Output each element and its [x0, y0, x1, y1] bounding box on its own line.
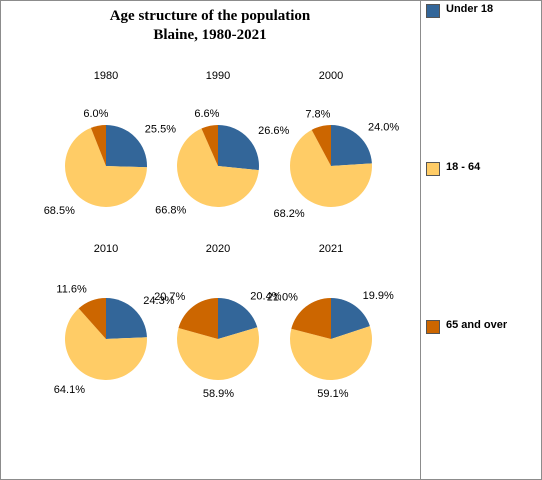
pie-year-label: 1990 [206, 70, 230, 82]
legend-label: 18 - 64 [446, 161, 481, 173]
pie-slice-65-and-over [78, 298, 106, 339]
pie-slice-65-and-over [178, 298, 218, 339]
pie-slice-65-and-over [311, 125, 331, 166]
pie-value-label: 19.9% [363, 290, 394, 302]
legend-label: 65 and over [446, 319, 508, 331]
pie-slice-18-64 [65, 127, 147, 208]
pie-slice-65-and-over [90, 125, 106, 166]
pie-year-label: 1980 [94, 70, 118, 82]
pie-slice-under-18 [218, 125, 259, 171]
pie-value-label: 25.5% [145, 123, 176, 135]
pie-value-label: 64.1% [54, 384, 85, 396]
pie-value-label: 24.3% [143, 295, 174, 307]
pie-value-label: 20.4% [250, 291, 281, 303]
pie-slice-under-18 [331, 125, 372, 166]
pie-slice-18-64 [64, 308, 147, 381]
pie-2020: 2020 20.4% 58.9% 20.7% [154, 243, 282, 400]
pie-slice-18-64 [289, 326, 372, 381]
pie-slice-18-64 [176, 128, 259, 208]
pie-value-label: 20.7% [154, 291, 185, 303]
pie-year-label: 2020 [206, 243, 230, 255]
chart-title: Age structure of the population [109, 8, 311, 24]
pie-value-label: 66.8% [155, 205, 186, 217]
pie-slice-under-18 [218, 298, 258, 339]
pie-value-label: 26.6% [258, 125, 289, 137]
legend-swatch [426, 162, 440, 176]
pie-slice-under-18 [106, 125, 148, 168]
pie-year-label: 2021 [319, 243, 343, 255]
pie-value-label: 24.0% [368, 122, 399, 134]
pie-value-label: 68.2% [273, 208, 304, 220]
legend-swatch [426, 320, 440, 334]
pie-1990: 1990 26.6% 66.8% 6.6% [155, 70, 289, 217]
legend-label: Under 18 [446, 3, 494, 15]
pie-slice-18-64 [290, 129, 373, 208]
legend-divider [420, 0, 421, 480]
pie-slice-18-64 [177, 327, 260, 381]
pie-value-label: 11.6% [56, 284, 87, 296]
pie-value-label: 68.5% [44, 205, 75, 217]
pie-slice-under-18 [106, 298, 147, 339]
pie-value-label: 21.0% [267, 291, 298, 303]
pie-value-label: 58.9% [203, 388, 234, 400]
pie-2010: 2010 24.3% 64.1% 11.6% [54, 243, 175, 396]
pie-charts: 1980 25.5% 68.5% 6.0% 1990 26.6% 66.8% 6.6% 2000… [44, 70, 400, 400]
chart-subtitle: Blaine, 1980-2021 [153, 27, 267, 43]
pie-1980: 1980 25.5% 68.5% 6.0% [44, 70, 177, 217]
pie-value-label: 6.0% [83, 108, 108, 120]
pie-value-label: 59.1% [317, 388, 348, 400]
pie-year-label: 2000 [319, 70, 343, 82]
pie-slice-65-and-over [291, 298, 331, 339]
pie-value-label: 7.8% [305, 109, 330, 121]
pie-slice-under-18 [331, 298, 370, 339]
pie-2021: 2021 19.9% 59.1% 21.0% [267, 243, 394, 400]
pie-2000: 2000 24.0% 68.2% 7.8% [273, 70, 399, 220]
pie-slice-65-and-over [201, 125, 218, 166]
pie-year-label: 2010 [94, 243, 118, 255]
legend-swatch [426, 4, 440, 18]
pie-value-label: 6.6% [194, 108, 219, 120]
